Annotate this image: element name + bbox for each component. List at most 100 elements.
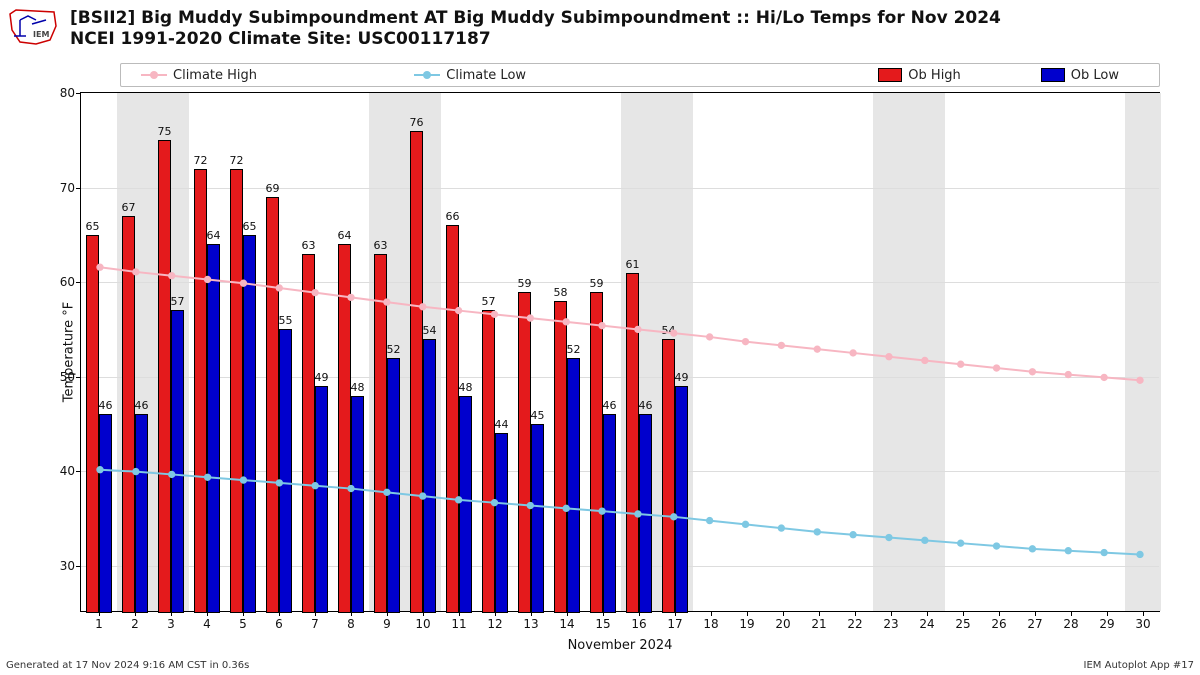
footer-generated: Generated at 17 Nov 2024 9:16 AM CST in … — [6, 660, 249, 671]
climate-high-marker — [348, 294, 354, 300]
xtick-label: 16 — [631, 617, 646, 631]
climate-low-marker — [169, 471, 175, 477]
climate-low-marker — [312, 483, 318, 489]
xtick-label: 21 — [811, 617, 826, 631]
climate-high-marker — [957, 361, 963, 367]
title-line-1: [BSII2] Big Muddy Subimpoundment AT Big … — [70, 8, 1001, 29]
climate-high-marker — [97, 264, 103, 270]
xtick-label: 27 — [1027, 617, 1042, 631]
climate-high-marker — [384, 299, 390, 305]
xtick-label: 10 — [415, 617, 430, 631]
legend-label: Climate Low — [446, 68, 526, 83]
yaxis-label: Temperature °F — [62, 302, 77, 402]
climate-low-marker — [384, 489, 390, 495]
ytick-label: 70 — [41, 181, 75, 195]
line-series — [81, 93, 1159, 611]
climate-high-marker — [1137, 377, 1143, 383]
climate-low-marker — [706, 517, 712, 523]
climate-low-marker — [1101, 549, 1107, 555]
climate-high-marker — [671, 330, 677, 336]
xtick-label: 18 — [703, 617, 718, 631]
ytick-label: 30 — [41, 559, 75, 573]
xtick-mark — [783, 611, 784, 616]
legend-climate-low: Climate Low — [414, 68, 687, 83]
xaxis-label: November 2024 — [568, 638, 673, 653]
climate-low-marker — [778, 525, 784, 531]
xtick-label: 30 — [1135, 617, 1150, 631]
climate-high-marker — [778, 342, 784, 348]
legend-climate-high: Climate High — [141, 68, 414, 83]
climate-high-marker — [527, 315, 533, 321]
climate-high-marker — [599, 322, 605, 328]
climate-low-marker — [1137, 551, 1143, 557]
climate-high-line — [100, 267, 1140, 380]
xtick-mark — [1071, 611, 1072, 616]
climate-low-marker — [276, 480, 282, 486]
climate-low-marker — [348, 485, 354, 491]
title-line-2: NCEI 1991-2020 Climate Site: USC00117187 — [70, 29, 1001, 50]
climate-low-marker — [563, 505, 569, 511]
xtick-label: 2 — [131, 617, 139, 631]
xtick-label: 11 — [451, 617, 466, 631]
climate-low-line — [100, 470, 1140, 555]
climate-low-marker — [671, 514, 677, 520]
iem-logo: IEM — [6, 6, 60, 48]
legend-label: Ob Low — [1071, 68, 1119, 83]
xtick-label: 5 — [239, 617, 247, 631]
climate-high-marker — [706, 334, 712, 340]
xtick-label: 14 — [559, 617, 574, 631]
xtick-mark — [927, 611, 928, 616]
ytick-label: 50 — [41, 370, 75, 384]
xtick-label: 28 — [1063, 617, 1078, 631]
climate-high-marker — [563, 319, 569, 325]
climate-high-marker — [491, 311, 497, 317]
footer-appid: IEM Autoplot App #17 — [1084, 660, 1194, 671]
xtick-label: 15 — [595, 617, 610, 631]
climate-high-marker — [169, 273, 175, 279]
xtick-mark — [855, 611, 856, 616]
ytick-label: 60 — [41, 275, 75, 289]
climate-low-marker — [957, 540, 963, 546]
xtick-label: 20 — [775, 617, 790, 631]
xtick-label: 1 — [95, 617, 103, 631]
climate-low-marker — [635, 511, 641, 517]
ytick-label: 40 — [41, 464, 75, 478]
climate-low-marker — [97, 467, 103, 473]
climate-low-marker — [491, 500, 497, 506]
xtick-label: 24 — [919, 617, 934, 631]
xtick-mark — [1035, 611, 1036, 616]
legend: Climate High Climate Low Ob High Ob Low — [120, 63, 1160, 87]
xtick-mark — [1143, 611, 1144, 616]
legend-label: Ob High — [908, 68, 961, 83]
climate-high-marker — [312, 289, 318, 295]
xtick-label: 3 — [167, 617, 175, 631]
xtick-mark — [711, 611, 712, 616]
climate-low-marker — [886, 534, 892, 540]
xtick-mark — [999, 611, 1000, 616]
xtick-label: 23 — [883, 617, 898, 631]
climate-high-marker — [1101, 374, 1107, 380]
xtick-mark — [819, 611, 820, 616]
legend-ob-high: Ob High — [688, 68, 1041, 83]
climate-low-marker — [742, 521, 748, 527]
plot-area: Temperature °F November 2024 30405060708… — [80, 92, 1160, 612]
climate-high-marker — [886, 354, 892, 360]
xtick-label: 17 — [667, 617, 682, 631]
chart-title: [BSII2] Big Muddy Subimpoundment AT Big … — [70, 8, 1001, 51]
xtick-label: 7 — [311, 617, 319, 631]
xtick-label: 26 — [991, 617, 1006, 631]
climate-high-marker — [204, 276, 210, 282]
climate-low-marker — [240, 477, 246, 483]
xtick-label: 29 — [1099, 617, 1114, 631]
climate-high-marker — [993, 365, 999, 371]
climate-low-marker — [133, 468, 139, 474]
climate-high-marker — [276, 285, 282, 291]
xtick-label: 8 — [347, 617, 355, 631]
climate-low-marker — [204, 474, 210, 480]
legend-label: Climate High — [173, 68, 257, 83]
climate-low-marker — [993, 543, 999, 549]
climate-low-marker — [922, 537, 928, 543]
xtick-label: 22 — [847, 617, 862, 631]
climate-high-marker — [240, 280, 246, 286]
xtick-label: 4 — [203, 617, 211, 631]
